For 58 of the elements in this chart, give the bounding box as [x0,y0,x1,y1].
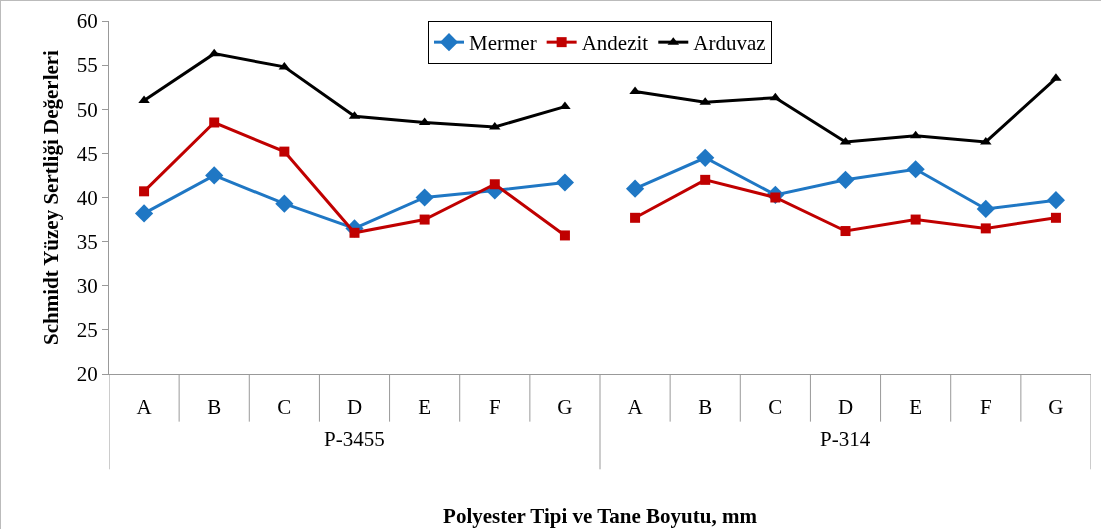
point [980,223,991,234]
legend-label: Mermer [469,31,537,56]
point [700,174,711,185]
y-axis-title: Schmidt Yüzey Sertliği Değerleri [38,49,63,345]
point [1050,212,1061,223]
point [836,170,855,189]
y-tick-label: 50 [76,97,98,122]
point [629,86,641,95]
y-tick-label: 55 [76,53,98,78]
point [625,179,645,198]
x-tick-label: A [627,395,644,420]
point [279,146,290,157]
x-axis-title: Polyester Tipi ve Tane Boyutu, mm [443,504,758,529]
point [840,226,851,237]
y-tick-label: 35 [76,229,98,254]
point [696,148,715,167]
point [489,121,501,130]
x-tick-label: D [346,395,363,420]
x-tick-label: F [979,395,992,420]
text: P-3455 [324,427,385,451]
text: P-314 [820,427,871,451]
point [139,186,150,197]
point [555,173,575,192]
point [976,199,995,219]
point [980,136,992,145]
x-tick-label: C [768,395,783,420]
point [489,179,500,190]
x-tick-label: B [698,395,713,420]
x-tick-label: G [1048,395,1064,420]
point [275,194,294,213]
point [559,101,571,110]
y-tick-label: 25 [76,318,98,343]
x-tick-label: C [277,395,292,420]
y-tick-label: 45 [76,141,98,166]
point [134,204,154,223]
point [1046,191,1066,210]
point [630,212,641,223]
y-tick-label: 60 [76,9,98,34]
point [419,214,430,225]
point [415,188,434,207]
point [205,166,224,185]
x-tick-label: A [136,395,153,420]
x-tick-label: F [488,395,501,420]
x-tick-label: D [837,395,854,420]
point [906,160,925,179]
x-tick-label: G [557,395,573,420]
x-tick-label: E [418,395,432,420]
point [208,48,220,57]
point [209,117,220,128]
y-tick-label: 20 [76,362,98,387]
y-tick-label: 30 [76,274,98,299]
legend-label: Andezit [581,31,649,56]
x-tick-label: B [207,395,222,420]
point [910,214,921,225]
legend-label: Arduvaz [693,31,766,56]
point [559,230,570,241]
y-tick-label: 40 [76,185,98,210]
x-tick-label: E [909,395,923,420]
